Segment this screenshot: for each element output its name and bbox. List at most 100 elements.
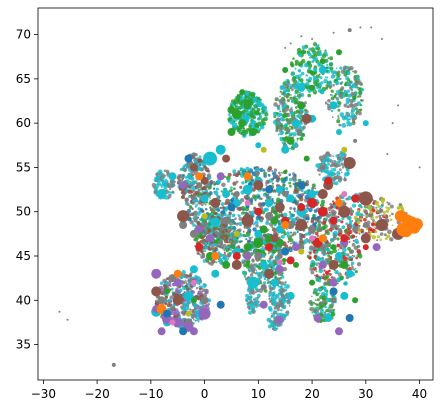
data-point bbox=[341, 146, 348, 153]
scatter-point bbox=[283, 170, 288, 175]
scatter-point bbox=[302, 50, 307, 54]
data-point bbox=[238, 119, 247, 128]
scatter-point bbox=[267, 173, 271, 177]
scatter-point bbox=[340, 220, 344, 224]
scatter-point bbox=[342, 202, 346, 207]
scatter-point bbox=[159, 281, 164, 286]
scatter-point bbox=[257, 195, 261, 199]
scatter-point bbox=[160, 172, 164, 176]
scatter-point bbox=[286, 86, 289, 89]
scatter-point bbox=[324, 305, 327, 309]
scatter-point bbox=[221, 182, 226, 188]
scatter-point bbox=[317, 62, 321, 67]
scatter-point bbox=[332, 304, 335, 306]
scatter-point bbox=[323, 78, 328, 84]
scatter-point bbox=[348, 255, 353, 260]
scatter-point bbox=[169, 179, 174, 184]
scatter-point bbox=[283, 110, 287, 114]
data-point bbox=[391, 122, 394, 125]
data-point bbox=[297, 83, 306, 92]
scatter-point bbox=[358, 90, 363, 96]
scatter-point bbox=[387, 202, 391, 206]
data-point bbox=[179, 181, 188, 190]
scatter-point bbox=[225, 199, 228, 202]
scatter-point bbox=[348, 229, 353, 235]
scatter-point bbox=[330, 171, 335, 177]
data-point bbox=[363, 209, 368, 214]
scatter-point bbox=[378, 214, 382, 218]
scatter-point bbox=[335, 227, 338, 230]
scatter-point bbox=[273, 317, 276, 320]
scatter-point bbox=[219, 225, 222, 228]
scatter-point bbox=[323, 281, 328, 286]
data-point bbox=[309, 279, 316, 286]
scatter-point bbox=[191, 180, 196, 185]
scatter-point bbox=[288, 304, 291, 307]
scatter-point bbox=[266, 281, 270, 285]
scatter-point bbox=[204, 241, 208, 245]
scatter-point bbox=[350, 94, 353, 97]
data-point bbox=[222, 190, 231, 198]
scatter-point bbox=[241, 270, 246, 275]
scatter-point bbox=[336, 97, 339, 100]
scatter-point bbox=[244, 91, 249, 96]
scatter-point bbox=[354, 267, 357, 270]
scatter-point bbox=[180, 311, 184, 314]
scatter-point bbox=[350, 111, 354, 115]
scatter-point bbox=[306, 221, 309, 223]
scatter-point bbox=[185, 281, 188, 284]
scatter-point bbox=[268, 261, 273, 266]
scatter-point bbox=[241, 211, 245, 215]
scatter-point bbox=[262, 281, 267, 285]
scatter-point bbox=[274, 275, 277, 279]
scatter-point bbox=[321, 225, 327, 231]
scatter-point bbox=[272, 175, 277, 179]
data-point bbox=[336, 49, 342, 56]
scatter-point bbox=[354, 222, 359, 227]
scatter-point bbox=[327, 254, 331, 258]
scatter-point bbox=[293, 173, 297, 177]
data-point bbox=[275, 238, 284, 247]
scatter-point bbox=[230, 222, 232, 224]
scatter-point bbox=[330, 209, 335, 214]
scatter-point bbox=[190, 185, 196, 191]
scatter-point bbox=[320, 56, 323, 59]
scatter-point bbox=[305, 216, 310, 221]
scatter-point bbox=[274, 260, 277, 263]
scatter-point bbox=[385, 206, 388, 209]
scatter-point bbox=[337, 224, 340, 227]
scatter-point bbox=[262, 112, 265, 114]
scatter-point bbox=[232, 169, 237, 174]
scatter-point bbox=[229, 189, 233, 193]
scatter-point bbox=[179, 174, 183, 177]
scatter-point bbox=[348, 115, 351, 118]
scatter-point bbox=[271, 312, 273, 315]
scatter-point bbox=[239, 107, 241, 110]
scatter-point bbox=[375, 208, 379, 212]
x-tick-label: −30 bbox=[31, 387, 56, 401]
scatter-point bbox=[322, 258, 325, 261]
scatter-point bbox=[314, 299, 317, 302]
scatter-point bbox=[297, 52, 302, 57]
scatter-point bbox=[259, 167, 264, 173]
scatter-point bbox=[374, 201, 380, 206]
scatter-point bbox=[260, 197, 263, 201]
scatter-point bbox=[315, 292, 320, 297]
scatter-point bbox=[169, 183, 175, 188]
scatter-point bbox=[237, 228, 242, 233]
data-point bbox=[343, 157, 356, 169]
scatter-point bbox=[229, 115, 233, 119]
scatter-point bbox=[191, 316, 195, 320]
scatter-point bbox=[284, 91, 287, 95]
scatter-point bbox=[320, 81, 324, 85]
scatter-point bbox=[228, 241, 232, 244]
data-point bbox=[179, 221, 188, 229]
scatter-point bbox=[356, 245, 359, 248]
scatter-point bbox=[322, 273, 325, 276]
scatter-point bbox=[316, 256, 321, 261]
scatter-point bbox=[192, 195, 196, 199]
scatter-point bbox=[316, 86, 319, 89]
points-layer bbox=[58, 26, 423, 367]
scatter-point bbox=[232, 230, 235, 233]
